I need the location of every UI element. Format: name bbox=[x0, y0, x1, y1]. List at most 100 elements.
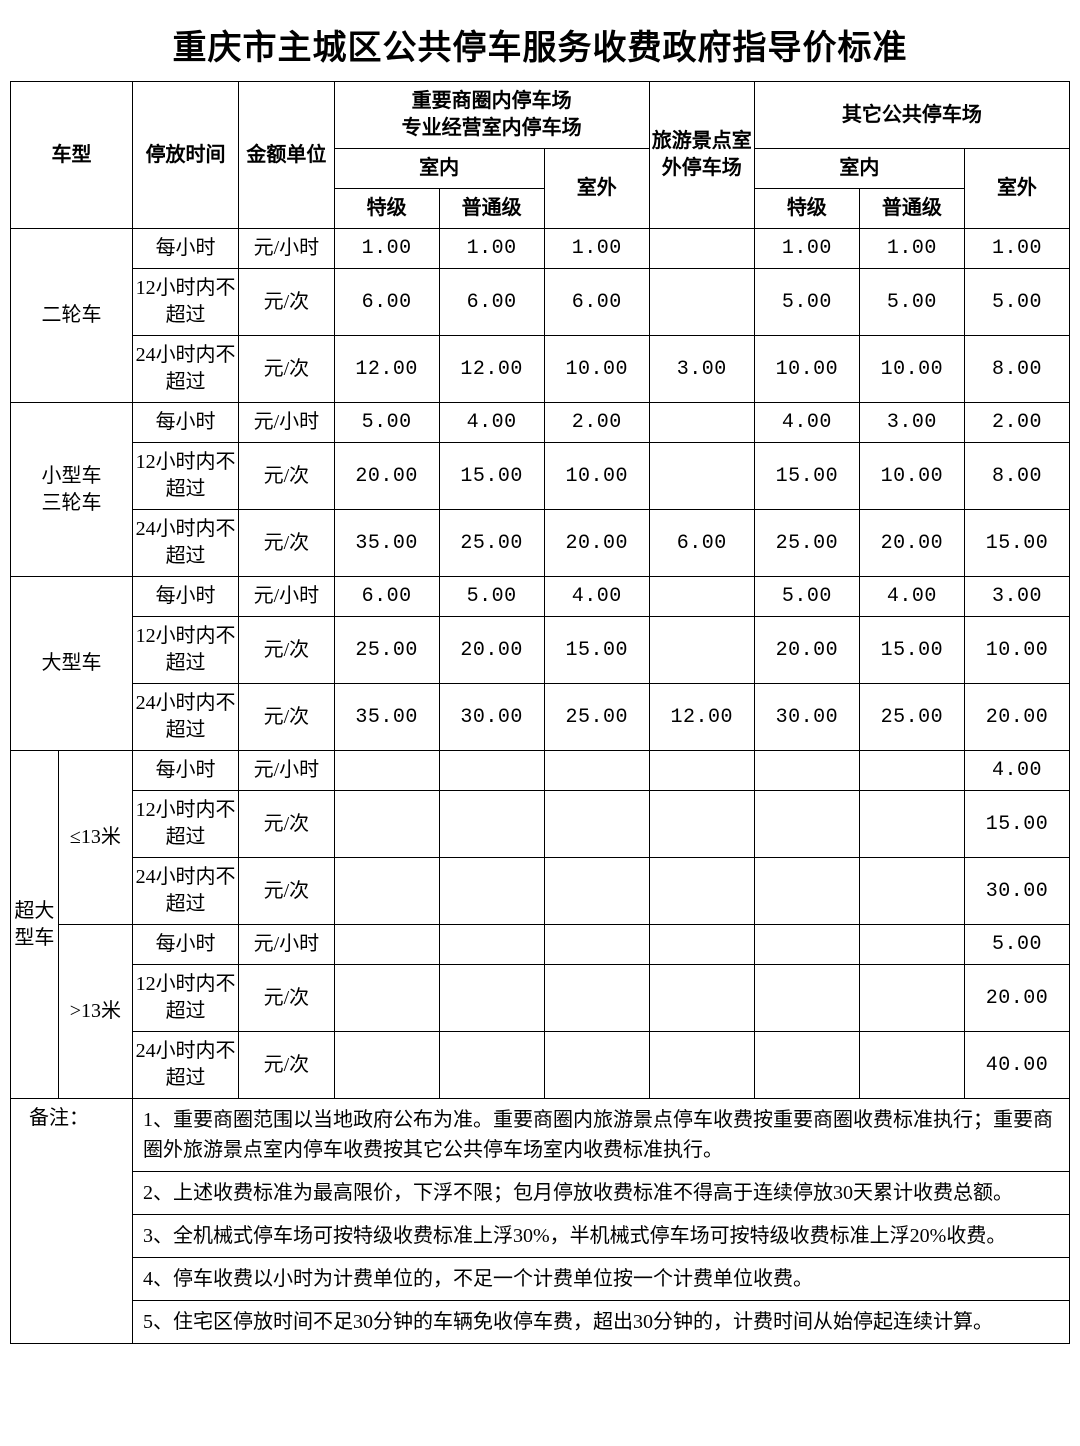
cell: 3.00 bbox=[649, 336, 754, 403]
cell: 15.00 bbox=[964, 510, 1069, 577]
cell: 30.00 bbox=[964, 858, 1069, 925]
cell: 15.00 bbox=[964, 791, 1069, 858]
cell bbox=[859, 791, 964, 858]
time-label: 24小时内不超过 bbox=[133, 1032, 239, 1099]
cell bbox=[334, 925, 439, 965]
cell: 12.00 bbox=[439, 336, 544, 403]
cell: 4.00 bbox=[544, 577, 649, 617]
cell bbox=[859, 925, 964, 965]
cell: 8.00 bbox=[964, 443, 1069, 510]
unit-label: 元/次 bbox=[239, 443, 334, 510]
note-3: 3、全机械式停车场可按特级收费标准上浮30%，半机械式停车场可按特级收费标准上浮… bbox=[133, 1215, 1070, 1258]
cell bbox=[859, 965, 964, 1032]
cell: 20.00 bbox=[859, 510, 964, 577]
cell: 20.00 bbox=[544, 510, 649, 577]
cell: 30.00 bbox=[754, 684, 859, 751]
cell: 20.00 bbox=[439, 617, 544, 684]
note-4: 4、停车收费以小时为计费单位的，不足一个计费单位按一个计费单位收费。 bbox=[133, 1258, 1070, 1301]
unit-label: 元/小时 bbox=[239, 925, 334, 965]
cell: 8.00 bbox=[964, 336, 1069, 403]
hdr-c-outdoor: 室外 bbox=[964, 149, 1069, 229]
hdr-group-a: 重要商圈内停车场专业经营室内停车场 bbox=[334, 82, 649, 149]
cell bbox=[649, 925, 754, 965]
hdr-a-outdoor: 室外 bbox=[544, 149, 649, 229]
cell: 1.00 bbox=[859, 229, 964, 269]
cell bbox=[649, 965, 754, 1032]
cell: 4.00 bbox=[754, 403, 859, 443]
time-label: 每小时 bbox=[133, 577, 239, 617]
unit-label: 元/次 bbox=[239, 791, 334, 858]
unit-label: 元/小时 bbox=[239, 577, 334, 617]
time-label: 12小时内不超过 bbox=[133, 269, 239, 336]
cell bbox=[439, 858, 544, 925]
cell: 6.00 bbox=[544, 269, 649, 336]
cell: 15.00 bbox=[859, 617, 964, 684]
cell: 6.00 bbox=[439, 269, 544, 336]
cell bbox=[649, 229, 754, 269]
cell: 20.00 bbox=[754, 617, 859, 684]
cell: 6.00 bbox=[334, 269, 439, 336]
hdr-vehicle-type: 车型 bbox=[11, 82, 133, 229]
cell: 6.00 bbox=[334, 577, 439, 617]
notes-label: 备注： bbox=[11, 1099, 133, 1344]
cell bbox=[544, 751, 649, 791]
cell: 10.00 bbox=[544, 336, 649, 403]
cell: 25.00 bbox=[754, 510, 859, 577]
note-5: 5、住宅区停放时间不足30分钟的车辆免收停车费，超出30分钟的，计费时间从始停起… bbox=[133, 1301, 1070, 1344]
unit-label: 元/次 bbox=[239, 336, 334, 403]
cell bbox=[754, 751, 859, 791]
hdr-c-indoor: 室内 bbox=[754, 149, 964, 189]
cell: 1.00 bbox=[334, 229, 439, 269]
cell bbox=[439, 965, 544, 1032]
note-2: 2、上述收费标准为最高限价，下浮不限；包月停放收费标准不得高于连续停放30天累计… bbox=[133, 1172, 1070, 1215]
note-1: 1、重要商圈范围以当地政府公布为准。重要商圈内旅游景点停车收费按重要商圈收费标准… bbox=[133, 1099, 1070, 1172]
type-two-wheel: 二轮车 bbox=[11, 229, 133, 403]
cell: 5.00 bbox=[334, 403, 439, 443]
time-label: 每小时 bbox=[133, 751, 239, 791]
time-label: 每小时 bbox=[133, 403, 239, 443]
cell: 5.00 bbox=[859, 269, 964, 336]
hdr-a-indoor: 室内 bbox=[334, 149, 544, 189]
cell: 25.00 bbox=[439, 510, 544, 577]
hdr-a-special: 特级 bbox=[334, 189, 439, 229]
cell bbox=[649, 751, 754, 791]
cell: 5.00 bbox=[964, 269, 1069, 336]
hdr-a-normal: 普通级 bbox=[439, 189, 544, 229]
cell: 5.00 bbox=[964, 925, 1069, 965]
cell: 30.00 bbox=[439, 684, 544, 751]
cell: 3.00 bbox=[859, 403, 964, 443]
cell: 10.00 bbox=[859, 443, 964, 510]
cell: 10.00 bbox=[964, 617, 1069, 684]
cell: 2.00 bbox=[544, 403, 649, 443]
cell bbox=[754, 925, 859, 965]
cell bbox=[334, 1032, 439, 1099]
cell: 25.00 bbox=[859, 684, 964, 751]
cell bbox=[649, 1032, 754, 1099]
unit-label: 元/次 bbox=[239, 269, 334, 336]
type-lte13: ≤13米 bbox=[58, 751, 132, 925]
unit-label: 元/次 bbox=[239, 1032, 334, 1099]
cell: 10.00 bbox=[754, 336, 859, 403]
cell bbox=[859, 1032, 964, 1099]
cell: 12.00 bbox=[649, 684, 754, 751]
cell: 2.00 bbox=[964, 403, 1069, 443]
time-label: 每小时 bbox=[133, 925, 239, 965]
cell bbox=[544, 1032, 649, 1099]
cell bbox=[859, 751, 964, 791]
time-label: 每小时 bbox=[133, 229, 239, 269]
cell: 40.00 bbox=[964, 1032, 1069, 1099]
unit-label: 元/小时 bbox=[239, 229, 334, 269]
cell bbox=[649, 577, 754, 617]
time-label: 24小时内不超过 bbox=[133, 336, 239, 403]
hdr-parking-time: 停放时间 bbox=[133, 82, 239, 229]
cell bbox=[544, 858, 649, 925]
cell bbox=[334, 965, 439, 1032]
type-small-tri: 小型车三轮车 bbox=[11, 403, 133, 577]
cell: 1.00 bbox=[544, 229, 649, 269]
time-label: 12小时内不超过 bbox=[133, 443, 239, 510]
cell: 1.00 bbox=[439, 229, 544, 269]
page-title: 重庆市主城区公共停车服务收费政府指导价标准 bbox=[10, 20, 1070, 69]
cell: 3.00 bbox=[964, 577, 1069, 617]
cell bbox=[754, 791, 859, 858]
cell: 35.00 bbox=[334, 510, 439, 577]
